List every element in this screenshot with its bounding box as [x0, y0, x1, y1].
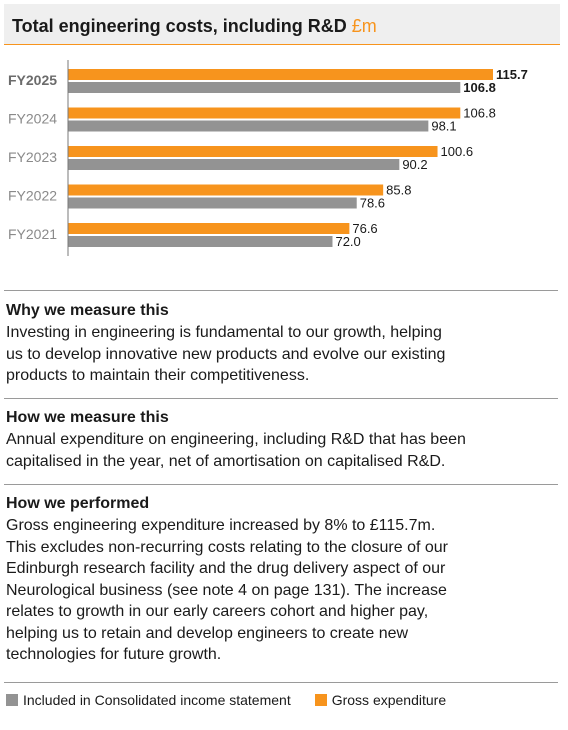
- value-label: 100.6: [441, 144, 474, 159]
- value-label: 106.8: [463, 106, 496, 121]
- category-label: FY2022: [8, 188, 57, 204]
- chart-unit: £m: [351, 16, 377, 36]
- body-line: Edinburgh research facility and the drug…: [6, 560, 446, 577]
- bar: [68, 223, 350, 234]
- divider: [4, 398, 558, 399]
- body-line: relates to growth in our early careers c…: [6, 603, 429, 620]
- bar: [68, 69, 493, 80]
- body-line: Investing in engineering is fundamental …: [6, 324, 442, 341]
- legend-item: Included in Consolidated income statemen…: [6, 692, 291, 708]
- divider: [4, 682, 558, 683]
- section-why: Why we measure this Investing in enginee…: [6, 300, 556, 387]
- section-how-measure: How we measure this Annual expenditure o…: [6, 407, 556, 472]
- value-label: 106.8: [463, 80, 496, 95]
- body-line: capitalised in the year, net of amortisa…: [6, 452, 446, 470]
- bar: [68, 82, 461, 93]
- bar: [68, 107, 461, 119]
- chart-title: Total engineering costs, including R&D £…: [12, 16, 377, 37]
- section-body: Gross engineering expenditure increased …: [6, 515, 556, 666]
- section-body: Annual expenditure on engineering, inclu…: [6, 429, 556, 472]
- body-line: Annual expenditure on engineering, inclu…: [6, 431, 466, 448]
- value-label: 90.2: [402, 157, 427, 172]
- legend-swatch-grey: [6, 694, 18, 706]
- divider: [4, 290, 558, 291]
- legend-item: Gross expenditure: [314, 692, 447, 708]
- body-line: This excludes non-recurring costs relati…: [6, 538, 448, 556]
- body-line: Neurological business (see note 4 on pag…: [6, 581, 447, 599]
- category-label: FY2023: [8, 149, 57, 165]
- legend-label: Included in Consolidated income statemen…: [23, 692, 291, 708]
- body-line: helping us to retain and develop enginee…: [6, 624, 409, 642]
- value-label: 98.1: [431, 119, 456, 134]
- section-performed: How we performed Gross engineering expen…: [6, 493, 556, 666]
- bar: [68, 184, 384, 196]
- category-label: FY2021: [8, 226, 57, 242]
- legend: Included in Consolidated income statemen…: [6, 692, 470, 708]
- divider: [4, 484, 558, 485]
- value-label: 115.7: [496, 67, 528, 82]
- value-label: 78.6: [360, 196, 385, 211]
- body-line: us to develop innovative new products an…: [6, 345, 446, 363]
- value-label: 76.6: [352, 221, 377, 236]
- category-label: FY2024: [8, 111, 57, 127]
- bar: [68, 146, 438, 157]
- section-body: Investing in engineering is fundamental …: [6, 322, 556, 387]
- category-label: FY2025: [8, 72, 57, 88]
- body-line: technologies for future growth.: [6, 646, 222, 663]
- chart-header: Total engineering costs, including R&D £…: [4, 4, 560, 45]
- section-heading: How we performed: [6, 495, 150, 512]
- value-label: 72.0: [335, 234, 360, 249]
- bar: [68, 159, 400, 170]
- section-heading: Why we measure this: [6, 302, 169, 319]
- section-heading: How we measure this: [6, 409, 169, 426]
- chart-title-text: Total engineering costs, including R&D: [12, 16, 347, 36]
- bar: [68, 236, 333, 247]
- body-line: Gross engineering expenditure increased …: [6, 517, 436, 534]
- body-line: products to maintain their competitivene…: [6, 367, 310, 384]
- bar: [68, 197, 357, 209]
- bar: [68, 120, 429, 132]
- value-label: 85.8: [386, 183, 411, 198]
- legend-swatch-orange: [314, 694, 327, 706]
- legend-label: Gross expenditure: [331, 692, 447, 708]
